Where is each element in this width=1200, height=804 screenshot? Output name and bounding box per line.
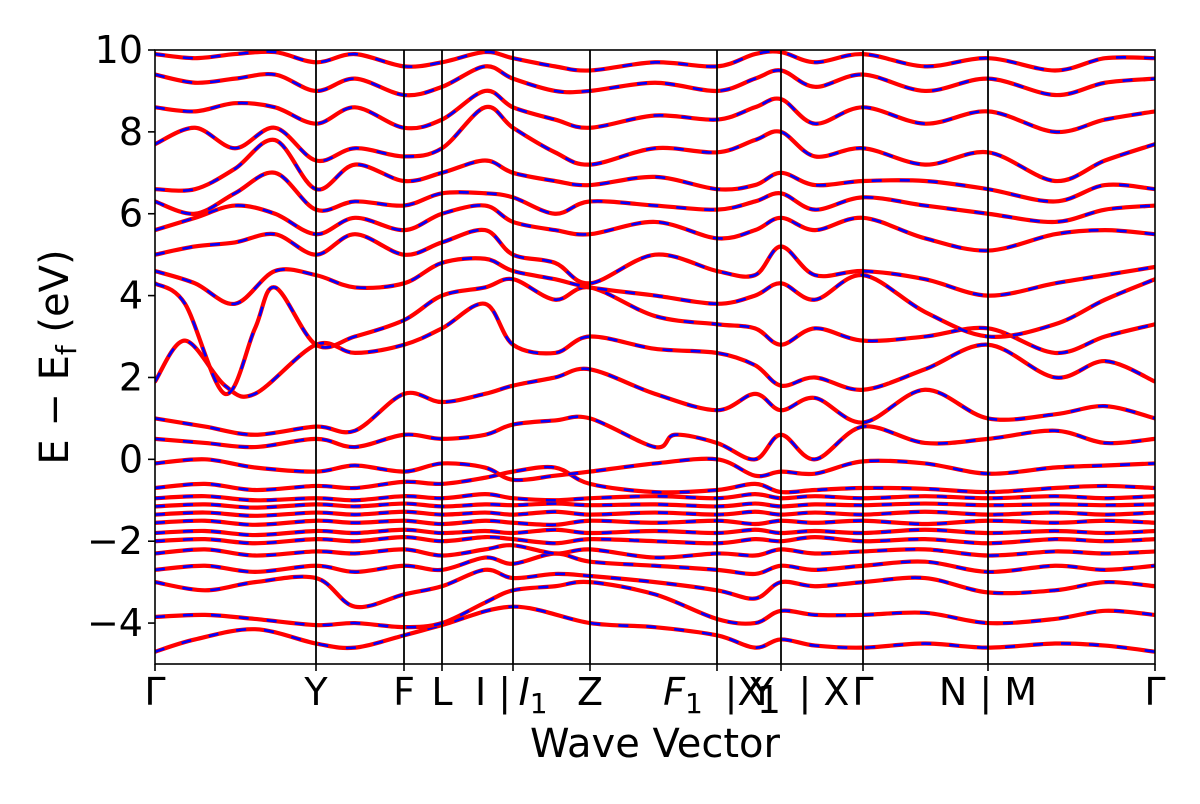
band-14-red-line — [155, 366, 1155, 437]
y-tick-label: −2 — [87, 519, 143, 563]
band-10-red-line — [155, 492, 1155, 503]
band-19-red-line — [155, 203, 1155, 253]
band-17-red-line — [155, 256, 1155, 339]
x-tick-label: F — [393, 670, 415, 714]
y-axis-label: E − Ef (eV) — [32, 249, 83, 464]
band-12-blue-dashed-line — [155, 457, 1155, 482]
x-tick-label: Y — [749, 670, 774, 714]
band-7-red-line — [155, 518, 1155, 527]
band-1-red-line — [155, 579, 1155, 630]
band-6-red-line — [155, 527, 1155, 538]
band-19-blue-dashed-line — [155, 204, 1155, 252]
band-13-red-line — [155, 414, 1155, 462]
band-3-blue-dashed-line — [155, 552, 1155, 576]
x-tick-label: 1 — [757, 678, 781, 722]
y-tick-label: 6 — [119, 192, 143, 236]
band-17-blue-dashed-line — [155, 256, 1155, 339]
band-9-red-line — [155, 501, 1155, 510]
y-tick-label: −4 — [87, 601, 143, 645]
y-axis-ticks: −4 −2 0 2 4 6 8 10 — [87, 28, 155, 645]
band-0-red-line — [155, 604, 1155, 654]
band-2-red-line — [155, 567, 1155, 610]
band-16-blue-dashed-line — [155, 277, 1155, 396]
y-axis-label-unit: (eV) — [32, 249, 78, 345]
y-tick-label: 2 — [119, 355, 143, 399]
band-23-red-line — [155, 88, 1155, 134]
x-tick-label: F1 — [663, 670, 703, 720]
y-tick-label: 8 — [119, 110, 143, 154]
y-tick-label: 0 — [119, 437, 143, 481]
band-11-blue-dashed-line — [155, 465, 1155, 494]
band-22-red-line — [155, 104, 1155, 184]
x-axis-label: Wave Vector — [530, 721, 781, 767]
x-tick-label: L — [431, 670, 452, 714]
band-4-red-line — [155, 543, 1155, 560]
band-22-blue-dashed-line — [155, 105, 1155, 183]
x-tick-label: Γ — [144, 670, 165, 714]
band-8-red-line — [155, 509, 1155, 518]
x-tick-label: I | — [475, 670, 511, 715]
band-5-red-line — [155, 534, 1155, 546]
x-tick-label: I1 — [518, 670, 547, 720]
band-4-blue-dashed-line — [155, 543, 1155, 559]
band-18-blue-dashed-line — [155, 228, 1155, 297]
band-25-blue-dashed-line — [155, 50, 1155, 72]
plot-frame — [154, 49, 1156, 665]
bands-layer — [155, 50, 1155, 654]
svg-text:E − Ef (eV): E − Ef (eV) — [32, 249, 83, 464]
high-symmetry-lines — [315, 50, 989, 664]
x-tick-label: Z — [577, 670, 603, 714]
x-tick-label: Y — [303, 670, 328, 714]
y-axis-label-subscript: f — [50, 344, 83, 355]
band-24-red-line — [155, 64, 1155, 98]
band-14-blue-dashed-line — [155, 367, 1155, 437]
y-tick-label: 4 — [119, 274, 143, 318]
y-tick-label: 10 — [95, 28, 143, 72]
band-18-red-line — [155, 227, 1155, 298]
x-tick-label: Γ — [852, 670, 873, 714]
band-13-blue-dashed-line — [155, 415, 1155, 461]
x-tick-label: | X — [799, 670, 850, 715]
band-20-blue-dashed-line — [155, 171, 1155, 224]
band-23-blue-dashed-line — [155, 89, 1155, 134]
y-axis-label-main: E − E — [32, 355, 78, 465]
band-12-red-line — [155, 456, 1155, 483]
x-tick-label: N | M — [939, 670, 1037, 715]
band-0-blue-dashed-line — [155, 605, 1155, 654]
band-1-blue-dashed-line — [155, 580, 1155, 629]
x-tick-label: Γ — [1144, 670, 1165, 714]
x-tick-label: |X — [725, 670, 764, 715]
